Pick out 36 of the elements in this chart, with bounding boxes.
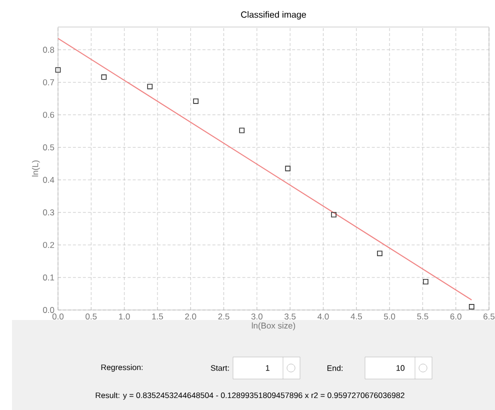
y-tick-label: 0.1 (43, 274, 54, 280)
x-tick-label: 0.0 (52, 314, 64, 320)
point (101, 74, 107, 80)
x-tick-label: 1.0 (119, 314, 130, 320)
point (239, 128, 245, 134)
point (331, 212, 336, 218)
y-tick-label: 0.6 (43, 112, 54, 118)
x-tick-label: 3.0 (251, 314, 262, 320)
point (55, 67, 61, 73)
y-tick-label: 0.7 (43, 79, 54, 86)
point (285, 166, 291, 172)
x-tick-label: 2.0 (185, 314, 196, 320)
x-tick-label: 0.5 (86, 314, 97, 320)
x-tick-label: 5.5 (417, 314, 428, 320)
y-tick-label: 0.4 (43, 176, 54, 183)
y-tick-label: 0.2 (43, 242, 54, 248)
x-tick-label: 6.5 (484, 314, 495, 320)
y-tick-label: 0.5 (43, 144, 54, 150)
chart-title: Classified image (241, 11, 306, 20)
x-tick-label: 4.0 (318, 314, 329, 320)
y-tick-label: 0.3 (43, 209, 54, 216)
point (147, 84, 153, 90)
point (468, 304, 474, 310)
x-tick-label: 5.0 (384, 314, 396, 320)
x-axis-title: ln(Box size) (252, 322, 296, 330)
point (422, 279, 428, 284)
y-axis-title: ln(L) (32, 160, 40, 176)
y-tick-label: 0.8 (43, 46, 54, 53)
x-tick-label: 6.0 (450, 314, 462, 320)
x-tick-label: 4.5 (350, 314, 362, 320)
y-tick-label: 0.0 (43, 307, 54, 313)
point (193, 98, 199, 104)
point (377, 250, 382, 256)
x-tick-label: 2.5 (218, 314, 230, 320)
x-tick-label: 1.5 (152, 314, 163, 320)
x-tick-label: 3.5 (284, 314, 296, 320)
